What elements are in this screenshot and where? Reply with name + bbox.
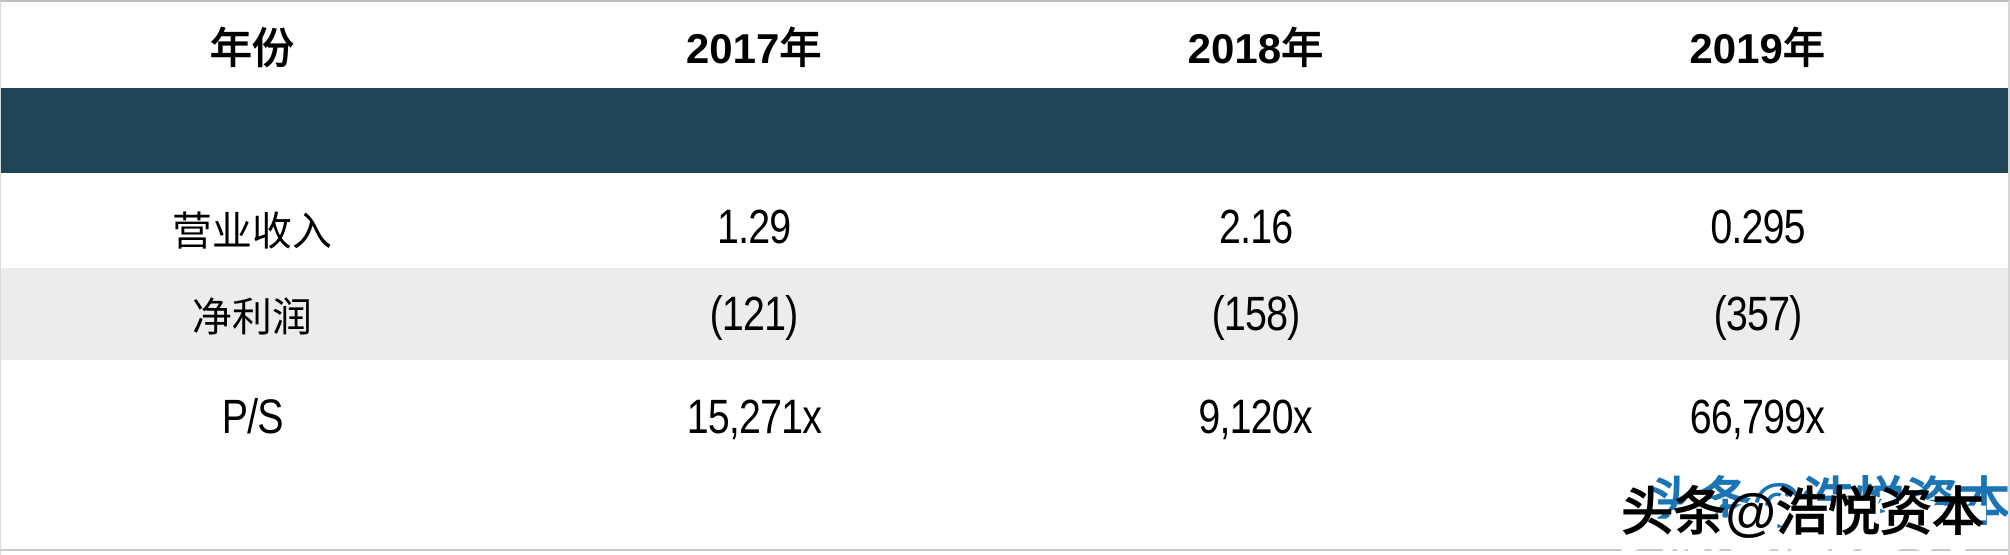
header-cell-year: 年份 [209, 24, 294, 72]
revenue-2018-value: 2.16 [1218, 201, 1293, 254]
row-label-net-profit: 净利润 [191, 296, 312, 340]
bottom-divider [1, 549, 2008, 551]
row-label-ps-ratio: P/S [221, 391, 283, 444]
net-profit-2017-value: (121) [709, 287, 799, 341]
ps-2018-value: 9,120x [1198, 391, 1313, 444]
financial-table: 年份 2017年 2018年 2019年 营业收入 1.29 2.16 0.29… [1, 2, 2008, 465]
revenue-2017-value: 1.29 [716, 201, 791, 254]
table-row-ps-ratio: P/S 15,271x 9,120x 66,799x [1, 360, 2008, 465]
revenue-2019-value: 0.295 [1709, 201, 1805, 254]
watermark: 头条@浩悦资本 头条@浩悦资本 [1621, 470, 2008, 550]
net-profit-2018-value: (158) [1211, 287, 1300, 341]
net-profit-2019-value: (357) [1713, 287, 1802, 341]
header-cell-2019: 2019年 [1689, 24, 1825, 72]
ps-2019-value: 66,799x [1689, 391, 1825, 444]
table-header-row: 年份 2017年 2018年 2019年 [1, 2, 2008, 88]
row-label-revenue: 营业收入 [171, 209, 332, 254]
header-cell-2018: 2018年 [1187, 24, 1324, 72]
table-row-net-profit: 净利润 (121) (158) (357) [1, 268, 2008, 360]
section-band-row [1, 88, 2008, 173]
watermark-front-text: 头条@浩悦资本 [1621, 484, 1984, 542]
ps-2017-value: 15,271x [686, 391, 821, 444]
header-cell-2017: 2017年 [685, 24, 822, 72]
table-row-revenue: 营业收入 1.29 2.16 0.295 [1, 173, 2008, 268]
